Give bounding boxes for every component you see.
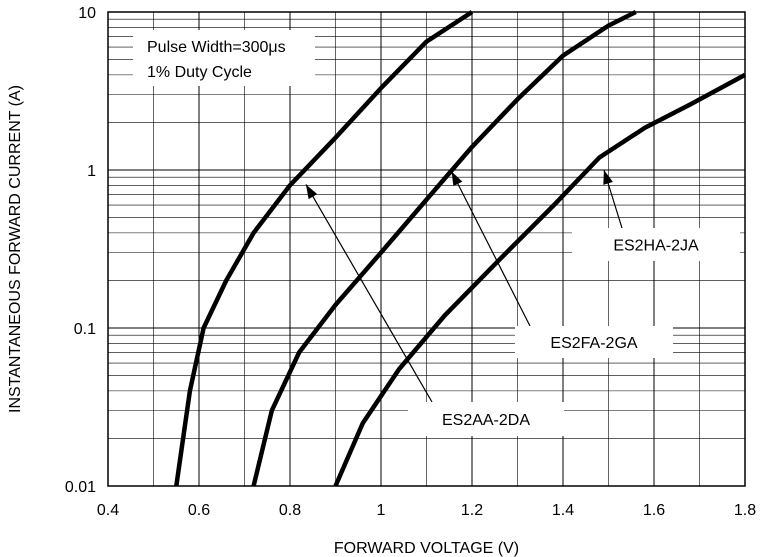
x-axis-tick-labels: 0.4 0.6 0.8 1 1.2 1.4 1.6 1.8 [97,502,756,519]
annotation-label-background [572,228,740,261]
annotation-arrow-head [305,184,318,200]
y-tick-label: 1 [87,163,96,180]
x-tick-label: 1.8 [734,502,756,519]
annotation-arrow-head [451,171,463,187]
y-tick-label: 10 [78,5,96,22]
annotation-arrow-line [450,171,531,327]
x-tick-label: 0.8 [279,502,301,519]
series-lines [174,9,747,487]
annotation-label-background [515,326,673,358]
annotation-arrow-head [603,170,613,185]
legend-text-duty-cycle: 1% Duty Cycle [147,64,252,81]
series-line-3 [333,72,747,487]
annotation-label: ES2HA-2JA [613,238,699,255]
x-tick-label: 1.6 [643,502,665,519]
annotation-label: ES2AA-2DA [442,412,530,429]
x-tick-label: 1 [377,502,386,519]
series-annotations: ES2AA-2DA ES2FA-2GA ES2HA-2JA [305,169,740,436]
y-tick-label: 0.01 [65,479,96,496]
y-tick-label: 0.1 [74,321,96,338]
test-condition-legend: Pulse Width=300μs 1% Duty Cycle [133,30,315,86]
x-tick-label: 1.2 [461,502,483,519]
y-axis-title: INSTANTANEOUS FORWARD CURRENT (A) [7,85,24,413]
x-axis-title: FORWARD VOLTAGE (V) [334,540,519,557]
annotation-label-background [408,402,564,436]
legend-text-pulse-width: Pulse Width=300μs [147,39,286,56]
annotation-arrow-line [305,184,433,403]
x-tick-label: 0.4 [97,502,119,519]
legend-background [133,30,315,86]
x-tick-label: 1.4 [552,502,574,519]
series-line-2 [251,9,637,487]
annotation-label: ES2FA-2GA [550,335,637,352]
y-axis-tick-labels: 0.01 0.1 1 10 [65,5,96,496]
x-tick-label: 0.6 [188,502,210,519]
series-line-1 [174,10,474,487]
plot-frame [107,11,746,487]
